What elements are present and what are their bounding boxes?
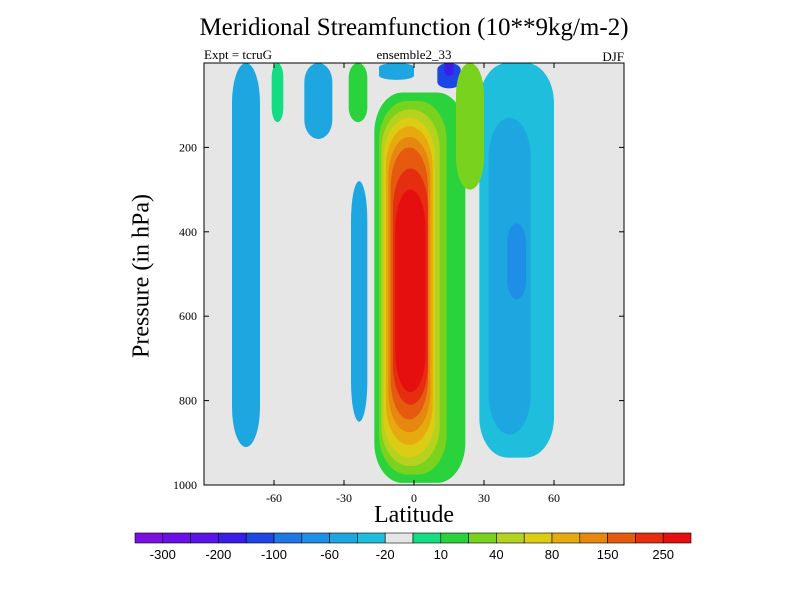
colorbar-swatch — [468, 532, 497, 544]
tropical-upper-negative-level-0 — [379, 63, 414, 80]
colorbar-swatch — [273, 532, 303, 544]
y-tick-label: 800 — [179, 394, 197, 408]
colorbar-swatch — [662, 532, 692, 544]
y-tick-label: 600 — [179, 309, 197, 323]
x-axis-label: Latitude — [374, 502, 454, 528]
colorbar-swatch — [301, 532, 330, 544]
colorbar-label: -60 — [320, 547, 339, 562]
colorbar-swatch — [384, 532, 414, 544]
sh-negative-cell-level-0 — [232, 63, 260, 448]
sh-mid-negative-cell-level-0 — [304, 63, 333, 139]
contour-fields — [232, 63, 554, 483]
colorbar-label: 40 — [489, 547, 503, 562]
colorbar-swatch — [134, 532, 164, 544]
axes: 200 400 600 800 1000 -60 -30 0 30 60 — [173, 63, 624, 505]
colorbar-swatch — [523, 532, 553, 544]
season-label: DJF — [602, 49, 624, 64]
colorbar: -300 -200 -100 -60 -20 10 40 80 150 250 — [134, 532, 692, 562]
colorbar-swatch — [162, 532, 191, 544]
experiment-label: Expt = tcruG — [204, 47, 272, 62]
main-positive-cell-level-8 — [395, 189, 426, 393]
colorbar-label: 250 — [652, 547, 674, 562]
colorbar-label: 150 — [597, 547, 619, 562]
colorbar-swatch — [412, 532, 442, 544]
x-tick-label: 60 — [548, 491, 560, 505]
colorbar-swatch — [218, 532, 247, 544]
chart-title: Meridional Streamfunction (10**9kg/m-2) — [199, 14, 629, 41]
x-tick-label: 0 — [411, 491, 417, 505]
colorbar-swatch — [329, 532, 358, 544]
colorbar-swatch — [190, 532, 219, 544]
colorbar-swatch — [579, 532, 608, 544]
y-tick-label: 400 — [179, 225, 197, 239]
nh-negative-cell-level-2 — [507, 223, 526, 300]
sh-upper-positive-level-0 — [348, 63, 368, 123]
y-tick-label: 200 — [179, 140, 197, 154]
colorbar-swatch — [496, 532, 525, 544]
colorbar-swatch — [635, 532, 664, 544]
x-tick-label: 30 — [478, 491, 490, 505]
colorbar-swatch — [551, 532, 581, 544]
colorbar-label: -200 — [205, 547, 231, 562]
sh-small-positive-level-0 — [271, 63, 284, 123]
colorbar-swatch — [245, 532, 275, 544]
x-tick-label: -60 — [266, 491, 282, 505]
colorbar-label: -20 — [376, 547, 395, 562]
colorbar-swatch — [440, 532, 469, 544]
colorbar-label: 80 — [545, 547, 559, 562]
colorbar-label: 10 — [434, 547, 448, 562]
colorbar-label: -300 — [150, 547, 176, 562]
colorbar-swatch — [357, 532, 386, 544]
x-tick-label: -30 — [336, 491, 352, 505]
y-tick-label: 1000 — [173, 478, 197, 492]
colorbar-label: -100 — [261, 547, 287, 562]
colorbar-swatch — [607, 532, 636, 544]
sh-neg-lower-cell-level-0 — [351, 181, 368, 422]
tropical-upper-negative-level-2 — [444, 63, 454, 76]
nh-upper-positive-level-0 — [456, 63, 484, 190]
ensemble-label: ensemble2_33 — [376, 47, 452, 62]
